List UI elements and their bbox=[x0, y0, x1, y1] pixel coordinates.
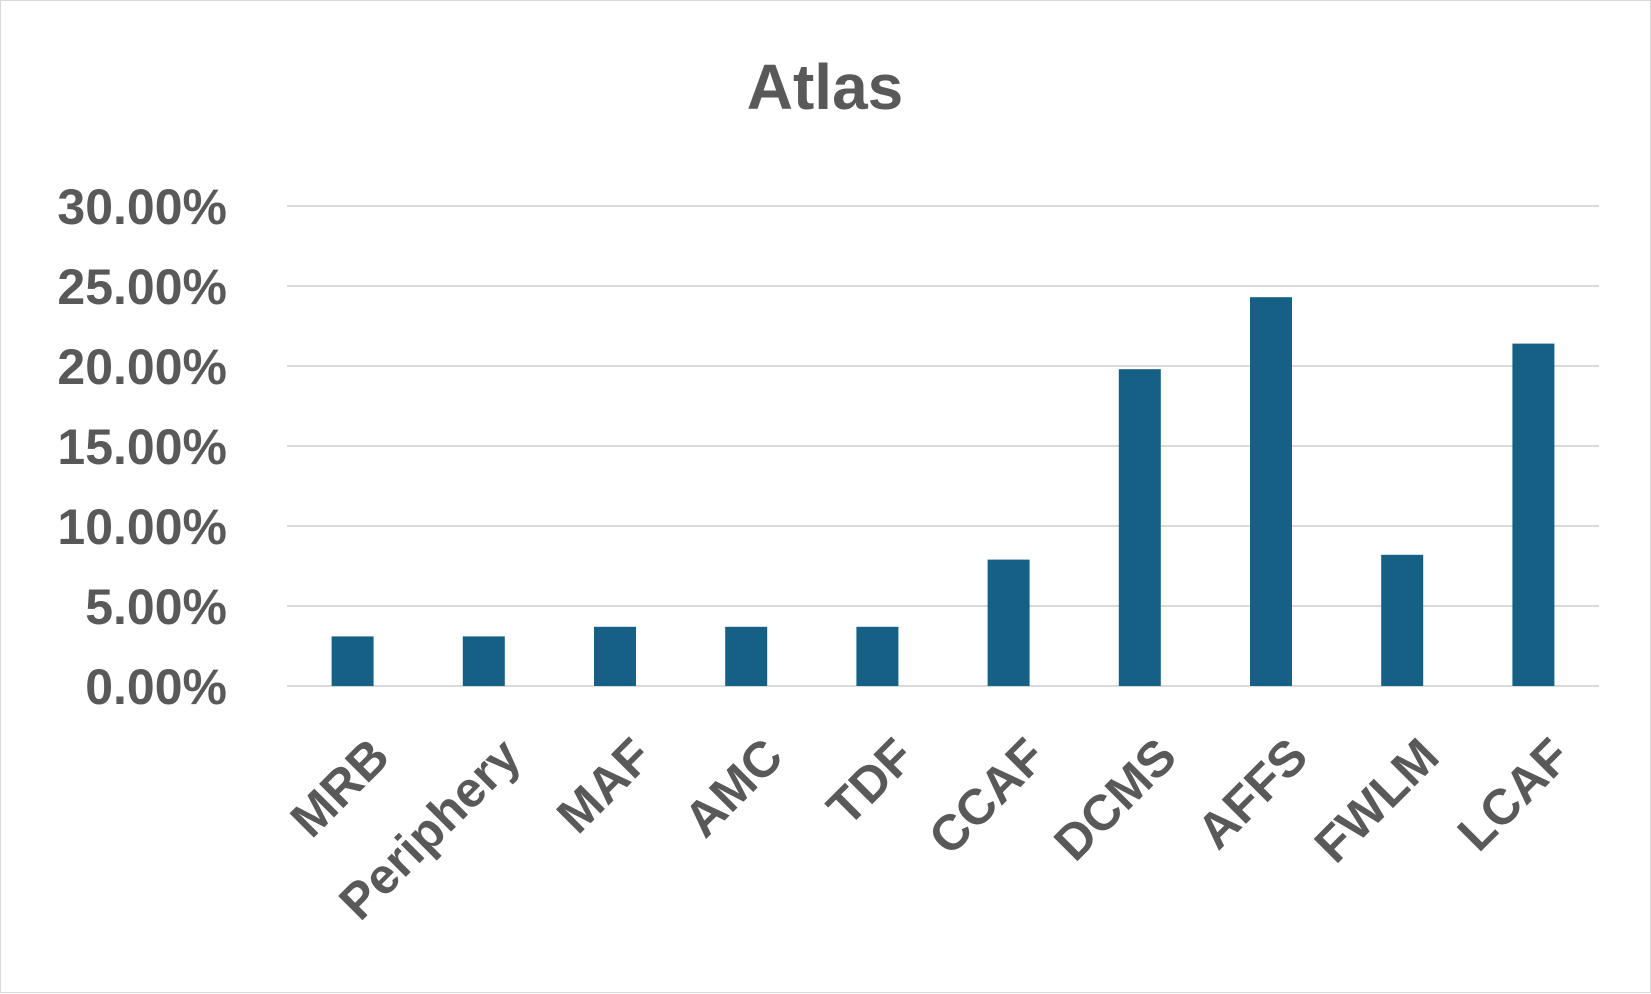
bar-lcaf bbox=[1512, 343, 1555, 686]
x-tick-label: AFFS bbox=[1186, 728, 1318, 860]
chart-title: Atlas bbox=[747, 51, 904, 123]
x-tick-label: TDF bbox=[816, 728, 924, 836]
bars bbox=[331, 297, 1555, 686]
x-tick-label: AMC bbox=[673, 728, 793, 848]
y-tick-label: 15.00% bbox=[57, 419, 227, 475]
bar-amc bbox=[725, 626, 768, 686]
x-tick-label: LCAF bbox=[1447, 728, 1581, 862]
y-axis-tick-labels: 0.00% 5.00% 10.00% 15.00% 20.00% 25.00% 30.00% bbox=[57, 179, 227, 715]
bar-dcms bbox=[1118, 369, 1161, 686]
bar-maf bbox=[594, 626, 636, 686]
x-tick-label: MRB bbox=[280, 728, 400, 848]
bar-affs bbox=[1250, 297, 1292, 686]
bar-tdf bbox=[856, 626, 899, 686]
gridlines bbox=[287, 205, 1599, 687]
bar-periphery bbox=[462, 636, 505, 686]
bar-ccaf bbox=[987, 559, 1030, 686]
x-tick-label: CCAF bbox=[918, 728, 1056, 866]
y-tick-label: 5.00% bbox=[85, 579, 227, 635]
y-tick-label: 10.00% bbox=[57, 499, 227, 555]
y-tick-label: 25.00% bbox=[57, 259, 227, 315]
x-tick-label: DCMS bbox=[1043, 728, 1187, 872]
x-tick-label: MAF bbox=[546, 728, 662, 844]
y-tick-label: 20.00% bbox=[57, 339, 227, 395]
y-tick-label: 30.00% bbox=[57, 179, 227, 235]
y-tick-label: 0.00% bbox=[85, 659, 227, 715]
bar-mrb bbox=[331, 636, 374, 686]
x-tick-label: FWLM bbox=[1304, 728, 1450, 874]
bar-fwlm bbox=[1381, 554, 1424, 686]
